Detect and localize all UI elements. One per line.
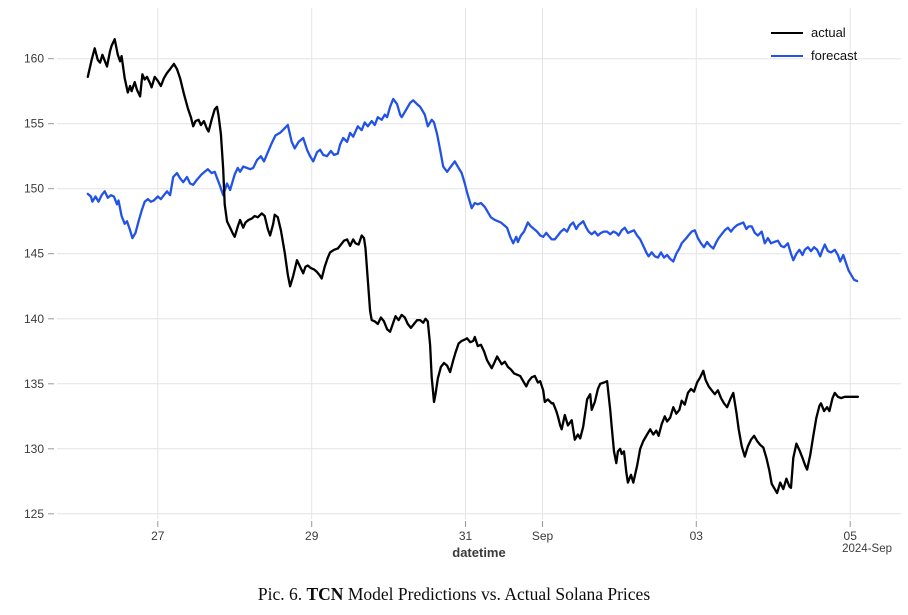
- forecast-line-swatch: [771, 54, 803, 57]
- x-axis-title: datetime: [452, 545, 506, 560]
- legend-item-actual: actual: [771, 24, 857, 41]
- caption-prefix: Pic. 6.: [257, 584, 307, 604]
- actual-line-swatch: [771, 31, 803, 34]
- y-tick-label: 140: [24, 312, 44, 326]
- y-tick-label: 150: [24, 182, 44, 196]
- chart-legend: actual forecast: [771, 24, 857, 64]
- tick-marks: [48, 58, 851, 527]
- legend-item-forecast: forecast: [771, 47, 857, 64]
- x-tick-label: 31: [459, 529, 473, 543]
- forecast-series-line: [86, 97, 859, 283]
- caption-suffix: Model Predictions vs. Actual Solana Pric…: [343, 584, 651, 604]
- figure-caption: Pic. 6. TCN Model Predictions vs. Actual…: [0, 584, 908, 605]
- legend-label-forecast: forecast: [811, 48, 858, 63]
- x-axis-period-annotation: 2024-Sep: [842, 543, 892, 555]
- price-chart: 125 130 135 140 145 150 155 160 27 29 31 Sep 03 05: [24, 8, 901, 543]
- x-tick-label: Sep: [532, 529, 554, 543]
- y-tick-label: 160: [24, 52, 44, 66]
- x-tick-label: 05: [844, 529, 858, 543]
- y-tick-label: 145: [24, 247, 44, 261]
- y-tick-label: 135: [24, 377, 44, 391]
- legend-label-actual: actual: [811, 25, 846, 40]
- actual-series-line: [86, 38, 860, 495]
- x-tick-label: 27: [151, 529, 165, 543]
- gridlines: [57, 8, 901, 519]
- y-tick-label: 125: [24, 507, 44, 521]
- tick-labels: 125 130 135 140 145 150 155 160 27 29 31 Sep 03 05: [24, 52, 857, 543]
- x-tick-label: 29: [305, 529, 319, 543]
- caption-model-name: TCN: [306, 584, 344, 604]
- x-tick-label: 03: [690, 529, 704, 543]
- y-tick-label: 130: [24, 442, 44, 456]
- y-tick-label: 155: [24, 117, 44, 131]
